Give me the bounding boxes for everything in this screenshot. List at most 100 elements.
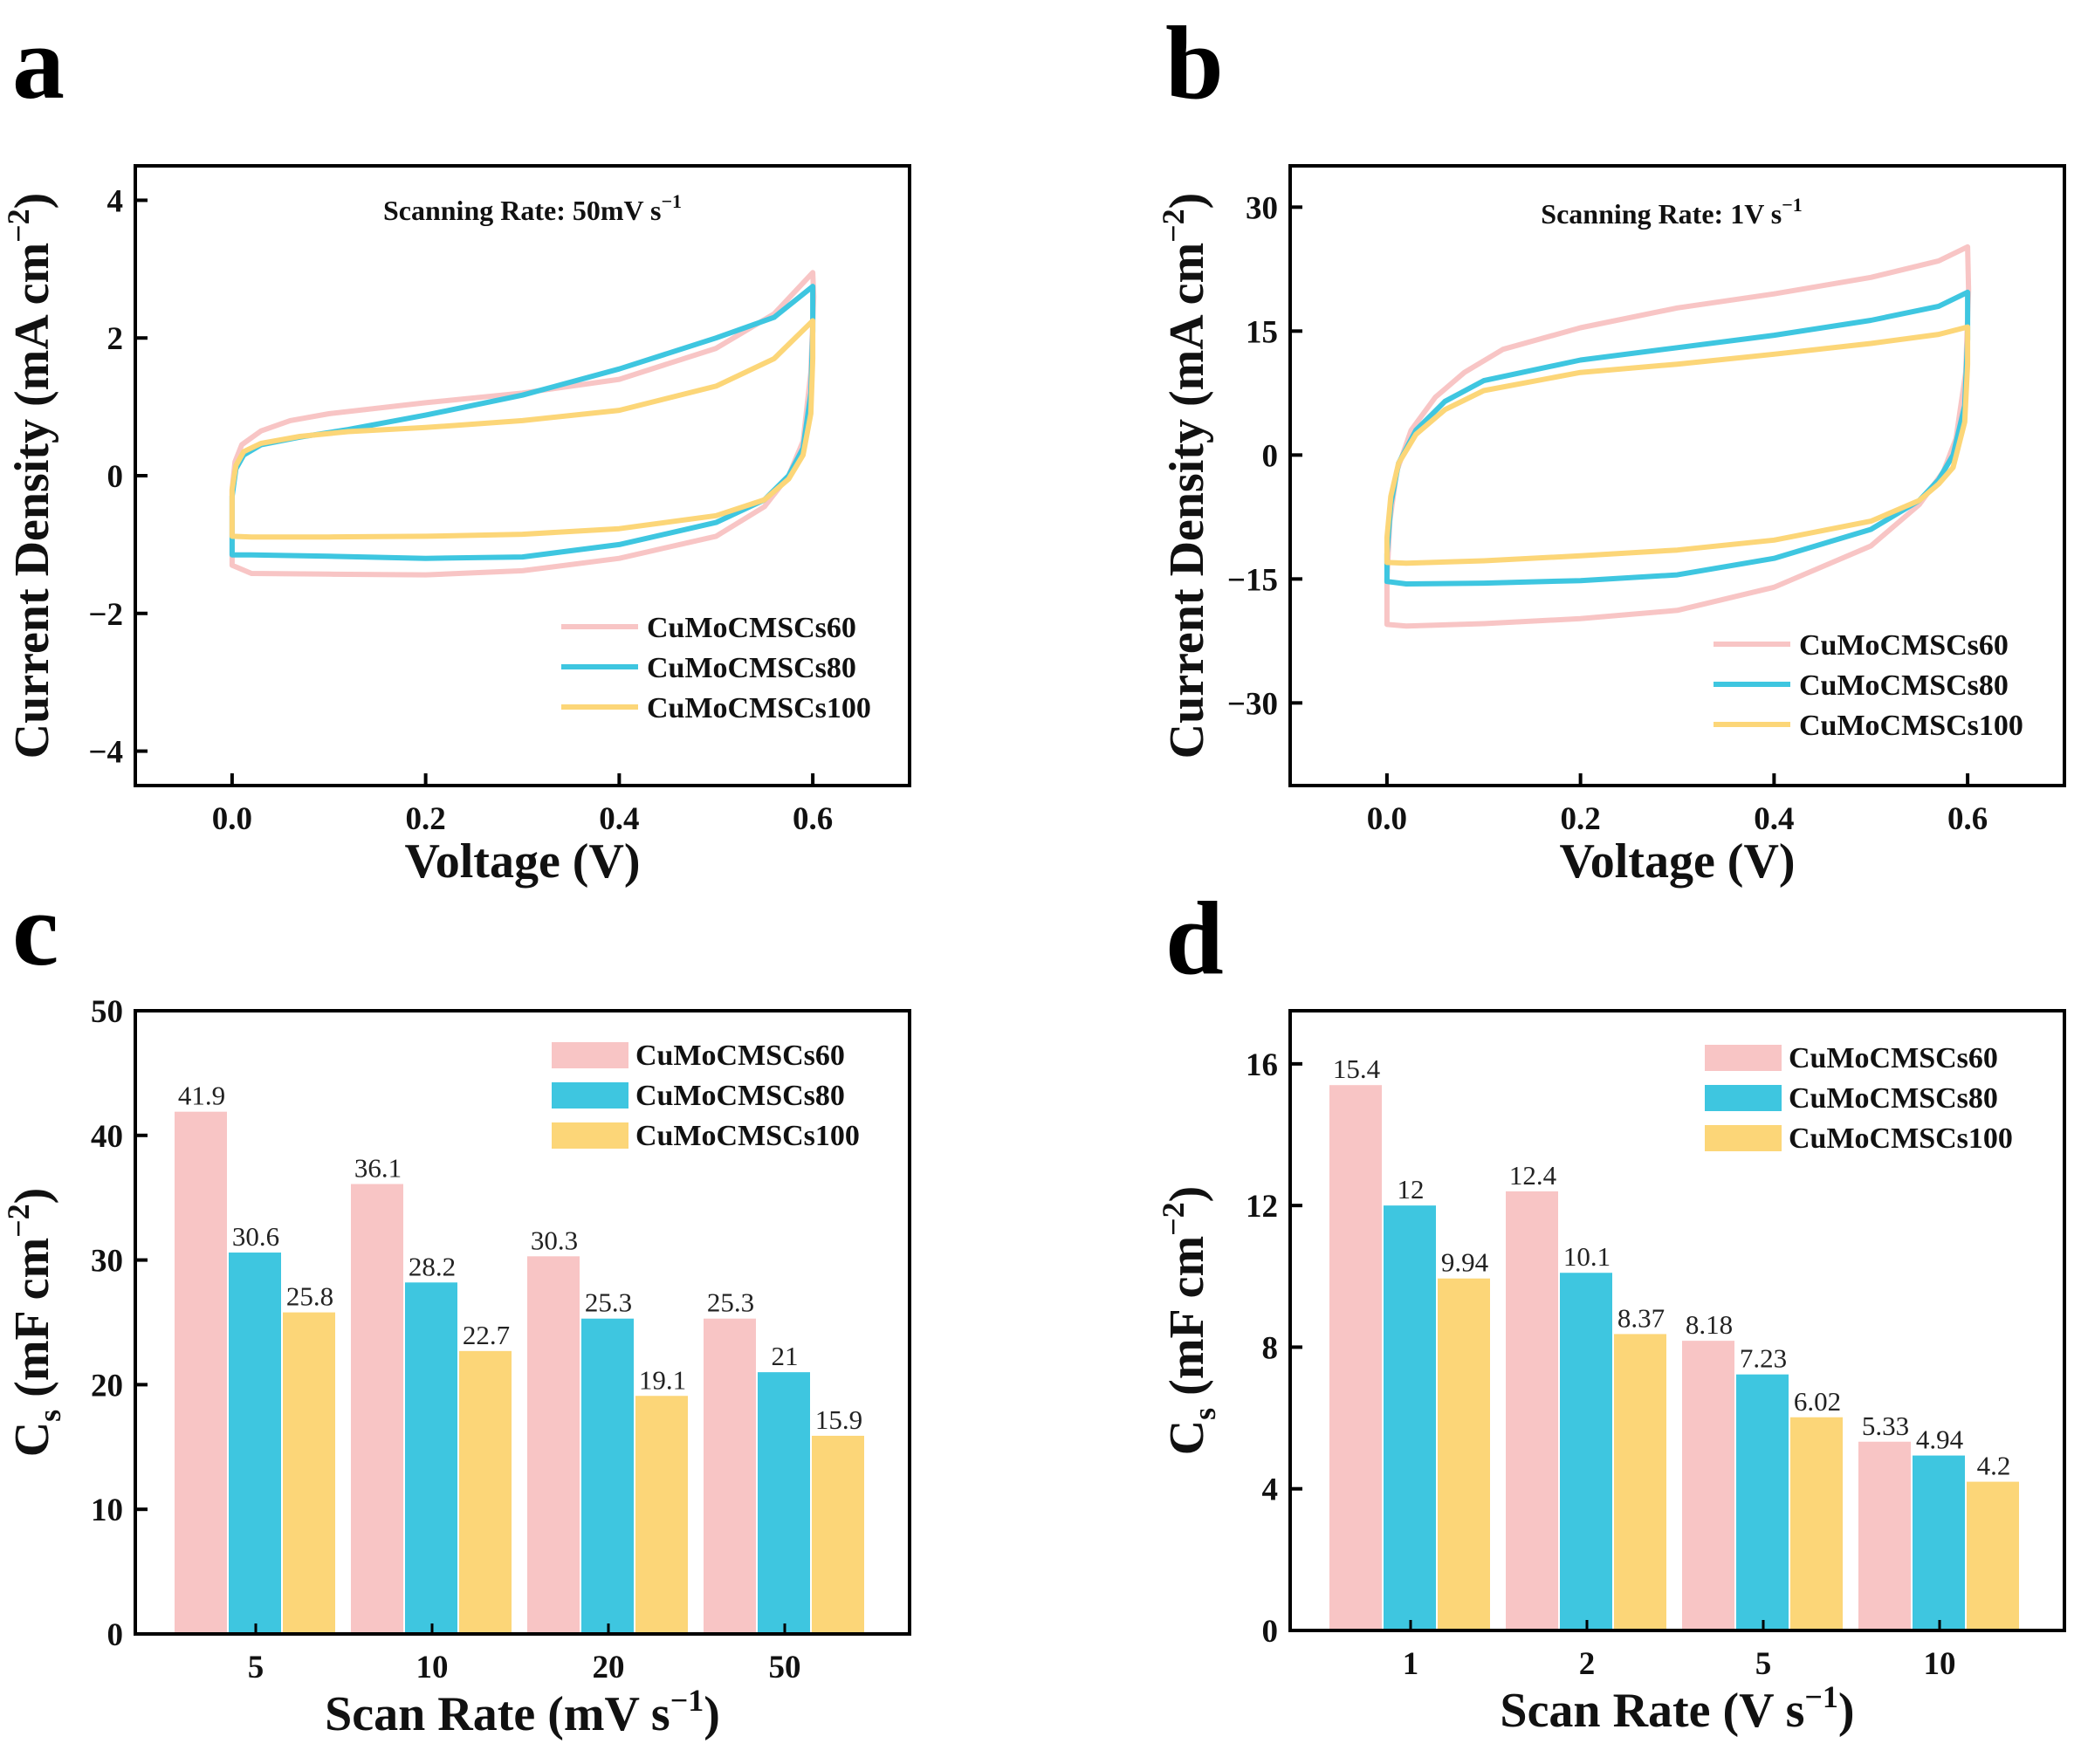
x-tick-label: 0.4 <box>1754 801 1794 837</box>
bar-CuMoCMSCs60 <box>1858 1441 1911 1630</box>
y-axis-title-end: ) <box>5 193 59 209</box>
legend-label: CuMoCMSCs60 <box>647 612 856 644</box>
bar-value-label: 25.3 <box>707 1287 754 1318</box>
x-tick-label: 0.6 <box>1947 801 1988 837</box>
bar-value-label: 41.9 <box>178 1081 225 1111</box>
x-axis-title-end: ) <box>704 1687 720 1741</box>
x-tick-label: 50 <box>769 1650 801 1685</box>
annotation-sup: −1 <box>1782 194 1803 216</box>
legend-label: CuMoCMSCs100 <box>1799 710 2023 742</box>
bar-CuMoCMSCs60 <box>1329 1085 1382 1630</box>
legend-label: CuMoCMSCs80 <box>635 1080 845 1112</box>
bar-CuMoCMSCs80 <box>229 1253 281 1634</box>
series-line-CuMoCMSCs60 <box>229 270 817 578</box>
legend-label: CuMoCMSCs60 <box>1799 629 2009 662</box>
bar-value-label: 8.18 <box>1686 1309 1733 1340</box>
y-axis-title-main: C <box>5 1422 59 1457</box>
bar-value-label: 28.2 <box>409 1251 456 1281</box>
y-axis-title-sup: −2 <box>1156 1202 1191 1236</box>
bar-CuMoCMSCs100 <box>812 1435 864 1634</box>
series-line-CuMoCMSCs60 <box>1384 244 1972 629</box>
legend-swatch <box>552 1042 628 1068</box>
legend-swatch <box>1705 1085 1782 1111</box>
bar-value-label: 10.1 <box>1563 1241 1611 1272</box>
x-tick-label: 0.0 <box>1367 801 1407 837</box>
y-tick-label: −15 <box>1227 562 1278 598</box>
x-axis-title-sup: −1 <box>670 1683 704 1718</box>
y-tick-label: 12 <box>1246 1189 1278 1225</box>
scan-rate-annotation: Scanning Rate: 1V s−1 <box>1541 194 1802 230</box>
legend-label: CuMoCMSCs80 <box>1789 1082 1998 1115</box>
scan-rate-annotation: Scanning Rate: 50mV s−1 <box>383 190 682 226</box>
bar-CuMoCMSCs60 <box>175 1111 227 1634</box>
plot-frame <box>1288 164 2066 787</box>
bar-value-label: 5.33 <box>1862 1411 1909 1441</box>
x-axis-title-sup: −1 <box>1804 1679 1838 1714</box>
bar-CuMoCMSCs100 <box>283 1312 335 1634</box>
y-axis-title: Current Density (mA cm−2) <box>1 193 59 759</box>
y-tick-label: 16 <box>1246 1047 1278 1083</box>
bar-CuMoCMSCs80 <box>1736 1374 1789 1630</box>
plot-frame <box>1288 1009 2066 1632</box>
x-axis-title: Voltage (V) <box>1559 834 1795 889</box>
x-tick-label: 0.2 <box>1561 801 1601 837</box>
y-axis-title-sup: −2 <box>1 1204 36 1238</box>
x-axis-title-main: Scan Rate (V s <box>1500 1684 1804 1738</box>
y-tick-label: 40 <box>91 1119 123 1155</box>
bar-CuMoCMSCs100 <box>1790 1417 1843 1630</box>
legend-swatch <box>552 1082 628 1109</box>
y-tick-label: 8 <box>1262 1330 1279 1366</box>
bar-value-label: 21 <box>772 1341 799 1371</box>
legend-swatch <box>1705 1125 1782 1151</box>
cv-chart-50mV: 0.0 0.2 0.4 0.6 −4 −2 0 2 4 Scanning Rate: 50mV s… <box>1 164 911 889</box>
bar-value-label: 8.37 <box>1617 1302 1665 1333</box>
legend-label: CuMoCMSCs60 <box>1789 1042 1998 1074</box>
annotation-sup: −1 <box>662 190 683 212</box>
legend-label: CuMoCMSCs100 <box>635 1120 860 1152</box>
bar-CuMoCMSCs60 <box>1682 1341 1734 1630</box>
y-axis-title-mid: (mF cm <box>1160 1236 1214 1408</box>
bar-value-label: 6.02 <box>1794 1386 1841 1417</box>
panel-label-d: d <box>1165 880 1224 996</box>
bar-CuMoCMSCs60 <box>1506 1191 1558 1630</box>
bar-value-label: 4.2 <box>1977 1451 2011 1481</box>
x-tick-label: 1 <box>1403 1646 1419 1682</box>
series-line-CuMoCMSCs100 <box>1384 324 1971 566</box>
bar-value-label: 15.9 <box>815 1404 862 1435</box>
y-tick-label: 30 <box>1246 190 1278 226</box>
annotation-text: Scanning Rate: 50mV s <box>383 195 662 226</box>
y-axis-title-main: Current Density (mA cm <box>1160 243 1214 759</box>
series-line-CuMoCMSCs100 <box>229 318 816 540</box>
y-tick-label: 15 <box>1246 314 1278 350</box>
y-tick-label: −2 <box>88 597 123 633</box>
x-axis-title: Voltage (V) <box>404 834 640 889</box>
y-tick-label: −4 <box>88 735 123 771</box>
bar-chart-V-rates: 15.4 12 9.94 1 12.4 10.18.37 2 8.187.236.02 5 5.3… <box>1156 1009 2066 1738</box>
y-axis-title-mid: (mF cm <box>5 1238 59 1410</box>
bar-CuMoCMSCs80 <box>1384 1205 1436 1630</box>
bar-CuMoCMSCs100 <box>459 1350 512 1634</box>
bar-CuMoCMSCs100 <box>1438 1278 1490 1630</box>
bar-CuMoCMSCs80 <box>758 1372 810 1634</box>
bar-value-label: 36.1 <box>354 1152 402 1183</box>
legend-label: CuMoCMSCs100 <box>647 692 871 724</box>
y-axis-title-sup: −2 <box>1 209 36 243</box>
x-tick-label: 10 <box>1924 1646 1956 1682</box>
bar-CuMoCMSCs60 <box>704 1318 756 1634</box>
bar-CuMoCMSCs80 <box>1913 1455 1965 1630</box>
y-tick-label: 50 <box>91 994 123 1030</box>
annotation-text: Scanning Rate: 1V s <box>1541 198 1782 230</box>
bar-CuMoCMSCs60 <box>351 1184 403 1634</box>
y-tick-label: 0 <box>1262 438 1279 474</box>
y-tick-label: 30 <box>91 1244 123 1280</box>
x-axis-title: Scan Rate (V s−1) <box>1500 1679 1854 1738</box>
legend-label: CuMoCMSCs100 <box>1789 1122 2013 1155</box>
y-tick-label: 20 <box>91 1368 123 1404</box>
bar-chart-mV-rates: 41.9 30.625.8 5 36.1 28.2 22.7 10 30.3 25.3 19.1 2… <box>1 994 911 1741</box>
y-axis-title-main: Current Density (mA cm <box>5 243 59 759</box>
legend-label: CuMoCMSCs60 <box>635 1040 845 1072</box>
panel-label-c: c <box>12 871 58 987</box>
legend-swatch <box>552 1122 628 1149</box>
y-axis-title: Cs (mF cm−2) <box>1156 1186 1222 1456</box>
